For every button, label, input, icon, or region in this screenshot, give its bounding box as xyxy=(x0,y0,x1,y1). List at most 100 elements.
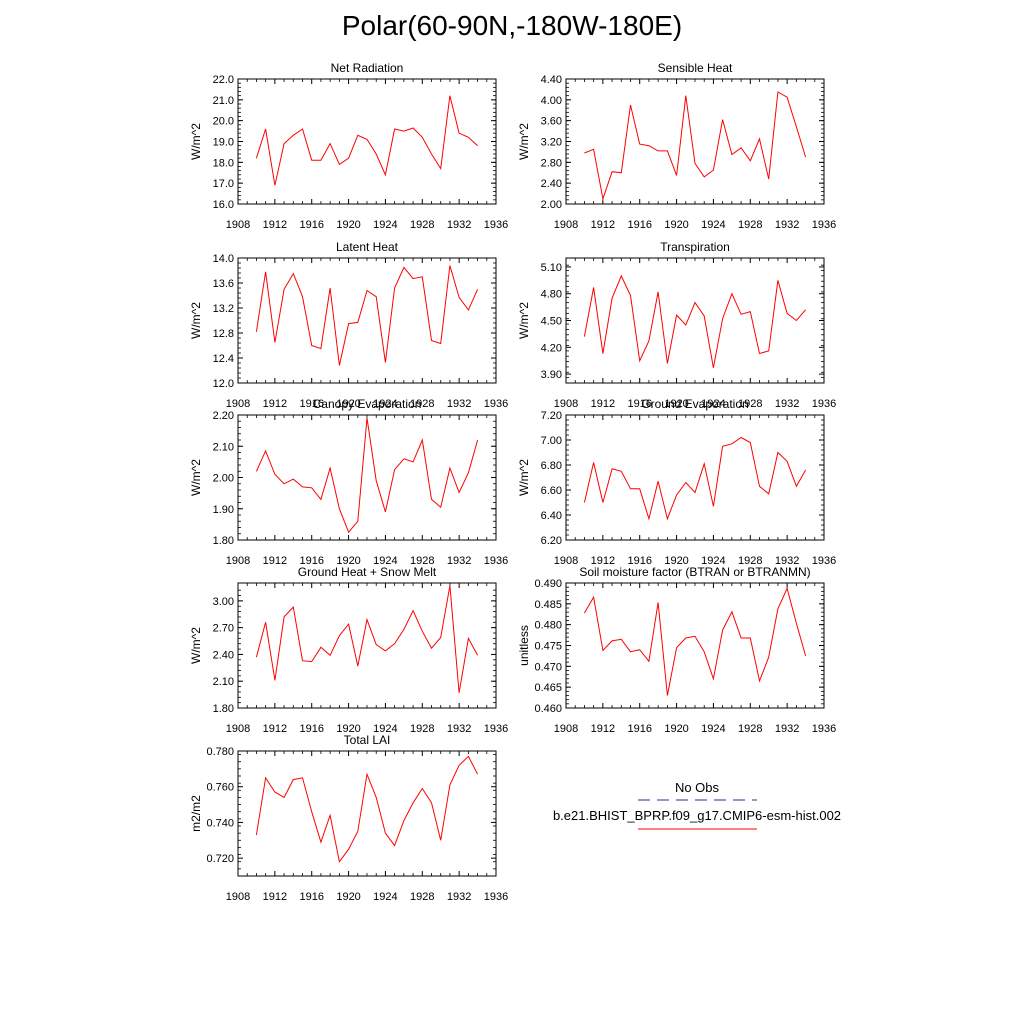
x-tick-label: 1920 xyxy=(336,555,360,567)
plot-frame xyxy=(565,582,825,709)
y-tick-label: 12.8 xyxy=(213,328,234,340)
chart-title: Canopy Evaporation xyxy=(313,397,422,411)
y-tick-label: 2.40 xyxy=(213,649,234,661)
y-axis-label: W/m^2 xyxy=(517,302,531,339)
x-tick-label: 1932 xyxy=(447,398,471,410)
x-tick-label: 1932 xyxy=(775,723,799,735)
x-tick-label: 1908 xyxy=(554,555,578,567)
x-tick-label: 1928 xyxy=(410,555,434,567)
x-tick-label: 1924 xyxy=(373,555,397,567)
y-tick-label: 4.00 xyxy=(541,95,562,107)
chart-title: Total LAI xyxy=(344,733,391,747)
series-line xyxy=(255,418,479,534)
x-tick-label: 1916 xyxy=(299,723,323,735)
x-tick-label: 1928 xyxy=(410,723,434,735)
chart-title: Sensible Heat xyxy=(658,61,733,75)
chart-title: Ground Evaporation xyxy=(641,397,748,411)
y-tick-label: 5.10 xyxy=(541,262,562,274)
x-tick-label: 1908 xyxy=(226,219,250,231)
x-tick-label: 1912 xyxy=(263,891,287,903)
x-tick-label: 1936 xyxy=(812,219,836,231)
x-tick-label: 1908 xyxy=(554,723,578,735)
chart-panel-1: Net Radiation W/m^2 1908 1912 1916 1920 1924 19… xyxy=(189,61,508,231)
y-tick-label: 0.485 xyxy=(534,599,562,611)
y-tick-label: 4.20 xyxy=(541,342,562,354)
y-tick-label: 0.465 xyxy=(534,682,562,694)
plot-frame xyxy=(237,78,497,205)
series-line xyxy=(255,585,479,693)
y-tick-label: 0.490 xyxy=(534,578,562,590)
y-tick-label: 12.4 xyxy=(213,353,234,365)
x-tick-label: 1936 xyxy=(484,219,508,231)
y-tick-label: 2.00 xyxy=(541,199,562,211)
y-tick-label: 0.460 xyxy=(534,703,562,715)
legend-obs-label: No Obs xyxy=(675,780,720,795)
x-tick-label: 1916 xyxy=(627,555,651,567)
chart-panel-4: Transpiration W/m^2 1908 1912 1916 1920 1924 19… xyxy=(517,240,836,410)
y-tick-label: 12.0 xyxy=(213,378,234,390)
y-tick-label: 14.0 xyxy=(213,253,234,265)
chart-title: Soil moisture factor (BTRAN or BTRANMN) xyxy=(579,565,810,579)
x-tick-label: 1912 xyxy=(591,219,615,231)
x-tick-label: 1916 xyxy=(627,723,651,735)
x-tick-label: 1916 xyxy=(299,555,323,567)
y-tick-label: 13.6 xyxy=(213,278,234,290)
y-tick-label: 2.00 xyxy=(213,473,234,485)
chart-title: Transpiration xyxy=(660,240,730,254)
y-tick-label: 2.80 xyxy=(541,157,562,169)
y-tick-label: 2.10 xyxy=(213,441,234,453)
y-tick-label: 2.20 xyxy=(213,410,234,422)
x-tick-label: 1916 xyxy=(299,891,323,903)
x-tick-label: 1928 xyxy=(738,555,762,567)
y-tick-label: 19.0 xyxy=(213,137,234,149)
page-title: Polar(60-90N,-180W-180E) xyxy=(341,10,683,41)
x-tick-label: 1908 xyxy=(554,219,578,231)
y-tick-label: 7.00 xyxy=(541,435,562,447)
y-tick-label: 0.475 xyxy=(534,641,562,653)
y-tick-label: 17.0 xyxy=(213,178,234,190)
y-tick-label: 3.60 xyxy=(541,116,562,128)
x-tick-label: 1932 xyxy=(775,219,799,231)
x-tick-label: 1924 xyxy=(373,398,397,410)
x-tick-label: 1936 xyxy=(484,555,508,567)
y-axis-label: m2/m2 xyxy=(189,795,203,832)
x-tick-label: 1928 xyxy=(738,723,762,735)
x-tick-label: 1928 xyxy=(410,891,434,903)
x-tick-label: 1912 xyxy=(591,555,615,567)
x-tick-label: 1912 xyxy=(263,219,287,231)
chart-title: Latent Heat xyxy=(336,240,399,254)
x-tick-label: 1932 xyxy=(447,891,471,903)
x-tick-label: 1916 xyxy=(627,219,651,231)
y-tick-label: 6.20 xyxy=(541,535,562,547)
x-tick-label: 1908 xyxy=(226,891,250,903)
y-tick-label: 2.40 xyxy=(541,178,562,190)
y-axis-label: W/m^2 xyxy=(517,123,531,160)
x-tick-label: 1924 xyxy=(373,891,397,903)
series-line xyxy=(255,755,479,863)
x-tick-label: 1924 xyxy=(701,398,725,410)
y-tick-label: 0.780 xyxy=(206,746,234,758)
y-tick-label: 2.10 xyxy=(213,676,234,688)
x-tick-label: 1928 xyxy=(738,398,762,410)
x-tick-label: 1912 xyxy=(591,398,615,410)
y-tick-label: 6.40 xyxy=(541,510,562,522)
y-tick-label: 6.60 xyxy=(541,485,562,497)
x-tick-label: 1924 xyxy=(373,219,397,231)
y-tick-label: 20.0 xyxy=(213,116,234,128)
y-tick-label: 6.80 xyxy=(541,460,562,472)
x-tick-label: 1920 xyxy=(336,723,360,735)
chart-panel-7: Ground Heat + Snow Melt W/m^2 1908 1912 1916… xyxy=(189,565,508,735)
chart-title: Net Radiation xyxy=(331,61,404,75)
x-tick-label: 1912 xyxy=(263,555,287,567)
y-tick-label: 1.90 xyxy=(213,504,234,516)
x-tick-label: 1928 xyxy=(738,219,762,231)
x-tick-label: 1932 xyxy=(447,555,471,567)
chart-title: Ground Heat + Snow Melt xyxy=(298,565,437,579)
x-tick-label: 1928 xyxy=(410,398,434,410)
x-tick-label: 1912 xyxy=(591,723,615,735)
x-tick-label: 1916 xyxy=(299,398,323,410)
y-axis-label: W/m^2 xyxy=(189,627,203,664)
y-axis-label: unitless xyxy=(517,625,531,666)
